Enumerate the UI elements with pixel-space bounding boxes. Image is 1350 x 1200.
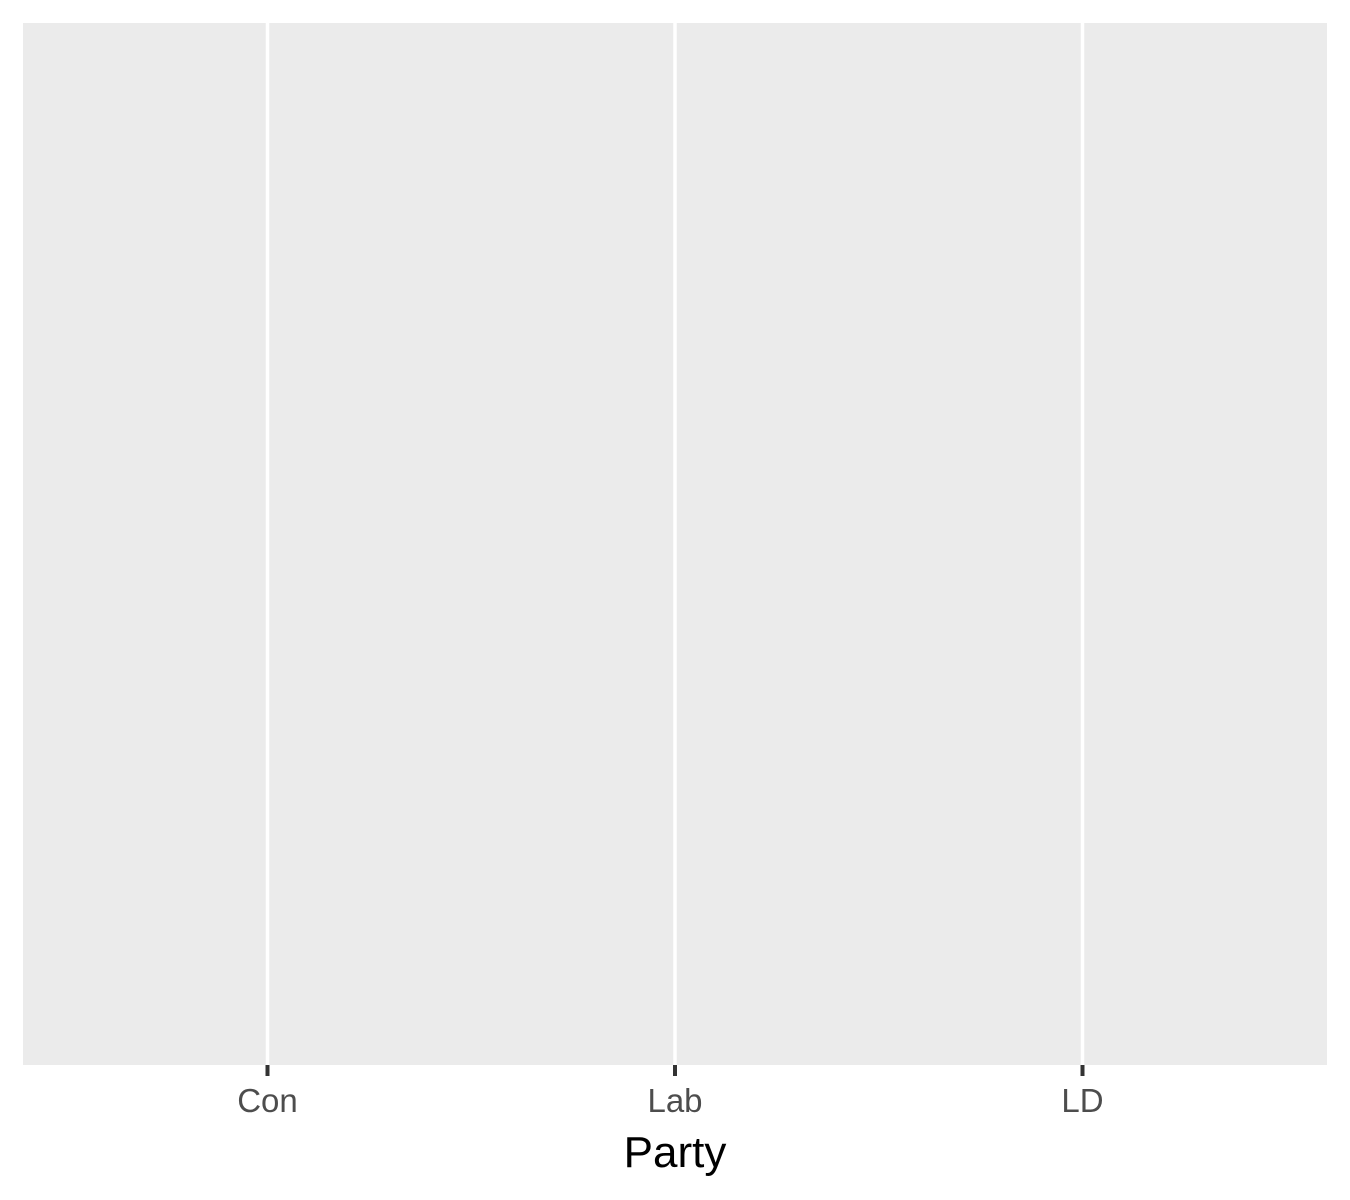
x-tick-label-ld: LD xyxy=(1061,1082,1103,1119)
x-tick-label-lab: Lab xyxy=(647,1082,702,1119)
x-axis-title: Party xyxy=(624,1128,727,1177)
gridlines xyxy=(265,23,1085,1065)
x-axis-tick-labels: Con Lab LD xyxy=(237,1082,1103,1119)
x-tick-label-con: Con xyxy=(237,1082,298,1119)
x-axis-ticks xyxy=(265,1065,1085,1076)
